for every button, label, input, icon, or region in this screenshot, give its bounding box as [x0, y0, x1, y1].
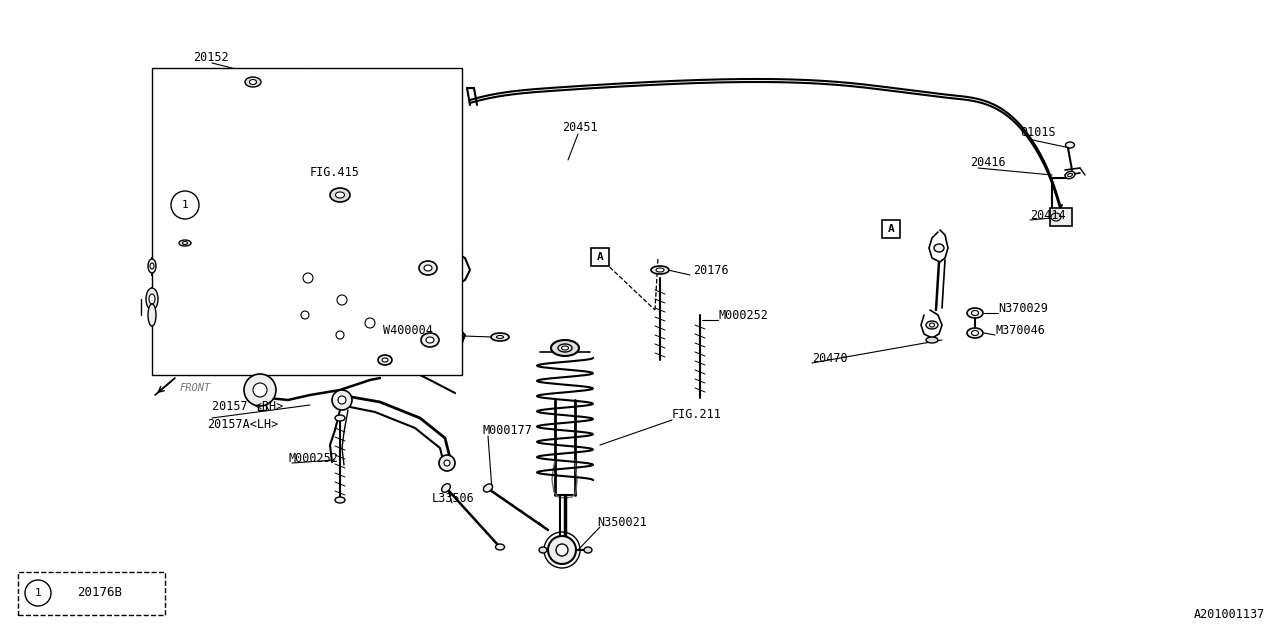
Text: M000252: M000252	[288, 451, 338, 465]
Ellipse shape	[495, 544, 504, 550]
Circle shape	[365, 318, 375, 328]
Ellipse shape	[148, 294, 155, 304]
Ellipse shape	[335, 497, 346, 503]
Ellipse shape	[1065, 172, 1075, 179]
Circle shape	[337, 331, 344, 339]
Circle shape	[332, 390, 352, 410]
Ellipse shape	[424, 265, 433, 271]
Text: 20152: 20152	[193, 51, 229, 63]
Circle shape	[439, 455, 454, 471]
Ellipse shape	[929, 323, 934, 327]
Ellipse shape	[562, 346, 568, 350]
Bar	[591, 248, 609, 266]
Ellipse shape	[652, 266, 669, 274]
Text: N370029: N370029	[998, 301, 1048, 314]
Text: 0101S: 0101S	[1020, 125, 1056, 138]
Bar	[18, 572, 165, 615]
Text: FRONT: FRONT	[180, 383, 211, 393]
Text: A: A	[596, 252, 603, 262]
Ellipse shape	[584, 547, 593, 553]
Ellipse shape	[419, 261, 436, 275]
Bar	[882, 220, 900, 238]
Bar	[152, 68, 462, 375]
Text: 20414: 20414	[1030, 209, 1066, 221]
Ellipse shape	[925, 337, 938, 343]
Ellipse shape	[1051, 213, 1061, 221]
Ellipse shape	[442, 484, 451, 492]
Ellipse shape	[484, 484, 493, 492]
Text: N350021: N350021	[596, 515, 646, 529]
Ellipse shape	[558, 344, 572, 352]
Ellipse shape	[183, 241, 187, 244]
Circle shape	[556, 544, 568, 556]
Text: A201001137: A201001137	[1194, 609, 1265, 621]
Ellipse shape	[179, 240, 191, 246]
Ellipse shape	[966, 308, 983, 318]
Text: M000252: M000252	[718, 308, 768, 321]
Circle shape	[548, 536, 576, 564]
Ellipse shape	[378, 355, 392, 365]
Bar	[1050, 208, 1073, 226]
Text: M000177: M000177	[483, 424, 532, 436]
Ellipse shape	[148, 304, 156, 326]
Text: A: A	[887, 224, 895, 234]
Ellipse shape	[934, 244, 945, 252]
Text: W400004: W400004	[383, 323, 433, 337]
Text: L33506: L33506	[433, 492, 475, 504]
Text: 20451: 20451	[562, 120, 598, 134]
Circle shape	[338, 396, 346, 404]
Ellipse shape	[539, 547, 547, 553]
Text: FIG.415: FIG.415	[310, 166, 360, 179]
Text: M370046: M370046	[995, 323, 1044, 337]
Circle shape	[253, 383, 268, 397]
Ellipse shape	[550, 340, 579, 356]
Ellipse shape	[1065, 142, 1074, 148]
Text: 20176: 20176	[692, 264, 728, 276]
Ellipse shape	[426, 337, 434, 343]
Ellipse shape	[381, 358, 388, 362]
Ellipse shape	[244, 77, 261, 87]
Ellipse shape	[972, 310, 978, 316]
Text: 20157 <RH>: 20157 <RH>	[212, 401, 283, 413]
Circle shape	[444, 460, 451, 466]
Text: FIG.211: FIG.211	[672, 408, 722, 422]
Ellipse shape	[972, 330, 978, 335]
Text: 1: 1	[35, 588, 41, 598]
Circle shape	[172, 191, 198, 219]
Ellipse shape	[250, 79, 256, 84]
Ellipse shape	[146, 288, 157, 310]
Circle shape	[337, 295, 347, 305]
Ellipse shape	[148, 259, 156, 273]
Text: 20157A<LH>: 20157A<LH>	[207, 419, 278, 431]
Ellipse shape	[925, 321, 938, 329]
Ellipse shape	[330, 188, 349, 202]
Circle shape	[301, 311, 308, 319]
Ellipse shape	[497, 335, 503, 339]
Circle shape	[244, 374, 276, 406]
Ellipse shape	[1068, 173, 1073, 177]
Ellipse shape	[335, 192, 344, 198]
Ellipse shape	[421, 333, 439, 347]
Ellipse shape	[335, 415, 346, 421]
Ellipse shape	[966, 328, 983, 338]
Text: 20416: 20416	[970, 156, 1006, 168]
Circle shape	[303, 273, 314, 283]
Circle shape	[26, 580, 51, 606]
Ellipse shape	[150, 263, 154, 269]
Ellipse shape	[657, 268, 664, 272]
Text: 20176B: 20176B	[78, 586, 123, 600]
Text: 1: 1	[182, 200, 188, 210]
Ellipse shape	[492, 333, 509, 341]
Text: 20470: 20470	[812, 351, 847, 365]
